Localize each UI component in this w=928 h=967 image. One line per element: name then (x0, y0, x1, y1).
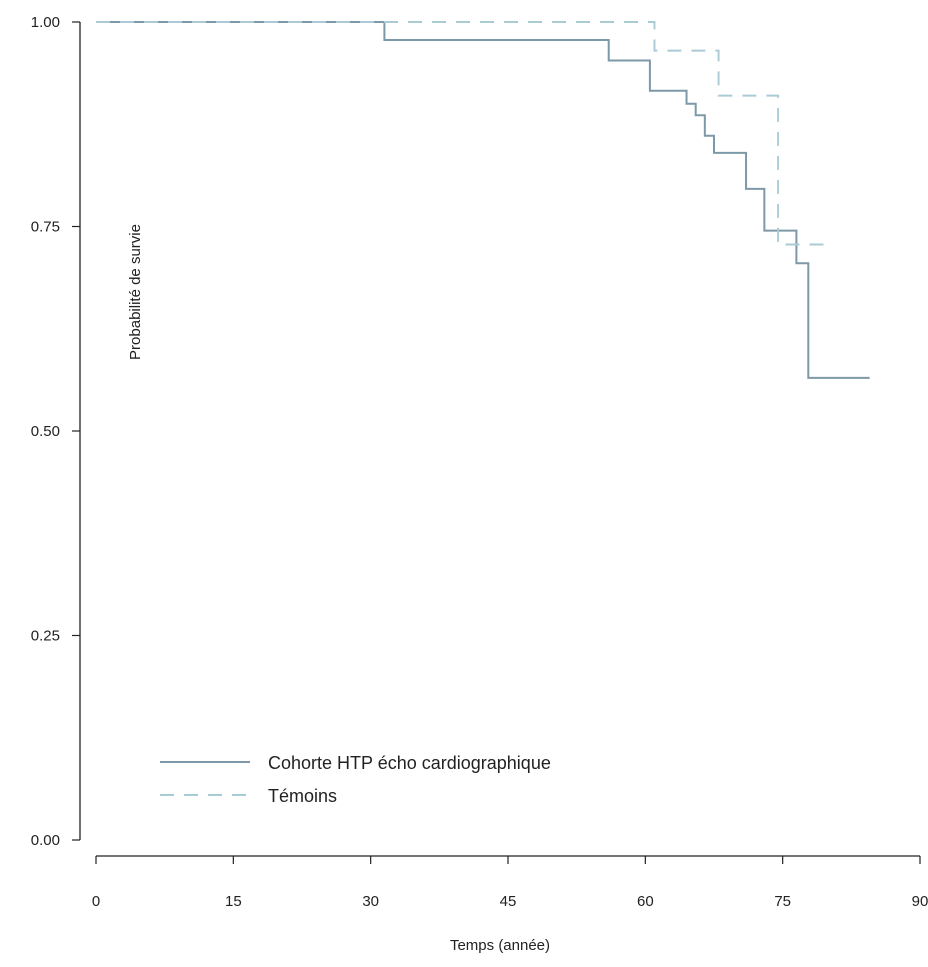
x-tick-label: 0 (92, 893, 100, 910)
y-tick-label: 0.50 (31, 423, 60, 440)
legend: Cohorte HTP écho cardiographique Témoins (160, 753, 551, 806)
x-tick-label: 60 (637, 893, 654, 910)
x-tick-label: 45 (500, 893, 517, 910)
series-line-cohorte (96, 21, 870, 379)
y-tick-label: 0.75 (31, 219, 60, 236)
x-tick-label: 90 (912, 893, 928, 910)
y-tick-label: 1.00 (31, 14, 60, 31)
x-tick-label: 30 (362, 893, 379, 910)
x-tick-label: 15 (225, 893, 242, 910)
y-tick-label: 0.25 (31, 628, 60, 645)
legend-label-cohorte: Cohorte HTP écho cardiographique (268, 753, 551, 773)
legend-label-temoins: Témoins (268, 786, 337, 806)
x-axis-title: Temps (année) (450, 937, 550, 954)
series-layer (96, 21, 870, 379)
y-tick-label: 0.00 (31, 832, 60, 849)
series-line-temoins (96, 21, 834, 246)
axes-layer: 0 15 30 45 60 75 90 0.00 0.25 0.50 0.75 1.00 (31, 14, 928, 910)
x-tick-label: 75 (774, 893, 791, 910)
y-axis-title: Probabilité de survie (127, 224, 144, 360)
